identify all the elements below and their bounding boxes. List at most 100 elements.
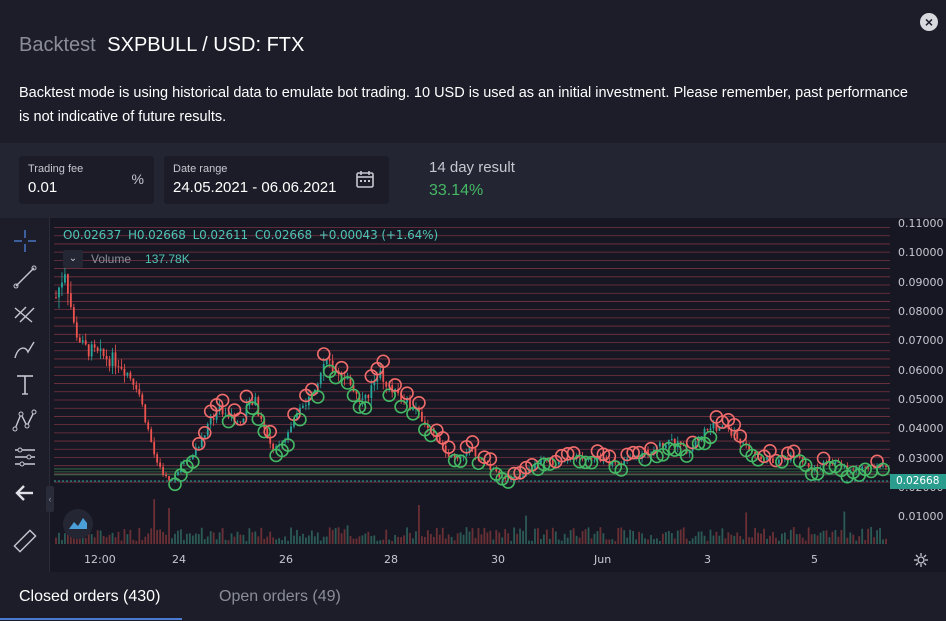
volume-bar — [635, 539, 638, 544]
sell-order-marker — [483, 452, 498, 466]
candle-body — [272, 443, 275, 450]
volume-bar — [102, 535, 105, 544]
volume-bar — [284, 536, 286, 544]
volume-bar — [685, 538, 688, 544]
tab-closed-orders[interactable]: Closed orders (430) — [19, 588, 161, 605]
sell-order-marker — [596, 447, 611, 462]
volume-bar — [209, 531, 212, 544]
volume-bar — [355, 538, 358, 544]
chart-area[interactable]: ‹ O0.02637 H0.02668 L0.02611 C0.02668 +0… — [0, 217, 946, 572]
volume-bar — [563, 533, 566, 544]
back-arrow-icon[interactable] — [12, 480, 38, 506]
candle-body — [287, 432, 289, 441]
candle-body — [284, 440, 286, 443]
sell-order-marker — [560, 447, 575, 461]
candle-body — [635, 455, 638, 458]
trading-fee-value[interactable]: 0.01 — [28, 179, 58, 196]
date-range-field[interactable]: Date range 24.05.2021 - 06.06.2021 — [164, 156, 389, 204]
volume-bar — [325, 536, 328, 544]
chart-settings-icon[interactable] — [913, 552, 929, 568]
volume-bar — [248, 528, 251, 544]
text-icon[interactable] — [12, 372, 38, 398]
percent-suffix: % — [131, 171, 144, 187]
tradingview-logo-icon[interactable] — [63, 509, 93, 539]
candle-body — [412, 408, 414, 410]
candle-body — [239, 421, 242, 423]
volume-bar — [501, 537, 504, 544]
volume-bar — [650, 535, 652, 544]
candle-body — [718, 426, 721, 431]
volume-bar — [293, 535, 295, 544]
volume-value: 137.78K — [145, 252, 190, 266]
volume-bar — [96, 530, 99, 544]
candle-body — [465, 452, 468, 456]
volume-bar — [679, 529, 682, 544]
volume-bar — [183, 539, 185, 544]
volume-bar — [724, 538, 727, 544]
title-pair: SXPBULL / USD: FTX — [107, 34, 305, 56]
volume-bar — [141, 539, 144, 544]
volume-bar — [218, 532, 221, 544]
candle-body — [409, 397, 411, 410]
trading-fee-label: Trading fee — [28, 163, 84, 175]
volume-bar — [551, 527, 554, 544]
trading-fee-field[interactable]: Trading fee 0.01 % — [19, 156, 154, 204]
candle-body — [673, 439, 676, 448]
toolbar-collapse-handle[interactable]: ‹ — [46, 486, 54, 512]
pattern-icon[interactable] — [12, 408, 38, 434]
volume-bar — [307, 535, 310, 544]
volume-bar — [150, 528, 153, 544]
candle-body — [84, 340, 87, 345]
candle-body — [165, 474, 167, 477]
volume-bar — [296, 529, 298, 544]
volume-toggle-button[interactable]: ⌄ — [63, 250, 83, 268]
prediction-icon[interactable] — [12, 444, 38, 470]
ruler-icon[interactable] — [12, 528, 38, 554]
ohlc-legend: O0.02637 H0.02668 L0.02611 C0.02668 +0.0… — [63, 228, 441, 242]
price-axis[interactable]: 0.010000.020000.030000.040000.050000.060… — [890, 217, 946, 572]
tab-open-orders[interactable]: Open orders (49) — [219, 588, 341, 605]
sell-order-marker — [626, 445, 640, 460]
volume-bar — [540, 538, 542, 544]
time-axis[interactable]: 12:00 24 26 28 30 Jun 3 5 — [54, 548, 890, 572]
volume-bar — [688, 540, 691, 544]
buy-order-marker — [352, 400, 367, 414]
volume-bar — [727, 532, 730, 544]
volume-bar — [397, 536, 400, 544]
close-button[interactable]: × — [920, 13, 938, 31]
candle-body — [715, 422, 718, 431]
candle-body — [66, 274, 69, 294]
volume-bar — [670, 533, 673, 544]
candle-body — [623, 460, 626, 466]
volume-bar — [251, 532, 254, 544]
candle-body — [126, 372, 129, 376]
volume-bar — [763, 528, 765, 544]
volume-bar — [400, 537, 402, 544]
sell-order-marker — [412, 396, 426, 410]
candle-body — [766, 456, 768, 460]
candle-body — [296, 413, 298, 419]
volume-bar — [385, 529, 388, 544]
sell-order-marker — [816, 451, 831, 466]
buy-order-marker — [876, 462, 890, 477]
volume-bar — [605, 539, 608, 544]
volume-bar — [438, 534, 441, 544]
brush-icon[interactable] — [12, 336, 38, 362]
price-chart[interactable] — [54, 218, 890, 544]
candle-body — [551, 458, 554, 465]
volume-bar — [837, 536, 840, 544]
trend-line-icon[interactable] — [12, 264, 38, 290]
volume-bar — [233, 536, 236, 544]
fib-icon[interactable] — [12, 300, 38, 326]
volume-bar — [129, 529, 132, 544]
volume-bar — [760, 533, 762, 544]
volume-bar — [310, 530, 313, 544]
volume-bar — [168, 508, 170, 544]
calendar-icon[interactable] — [355, 169, 375, 189]
candle-body — [587, 458, 590, 460]
volume-bar — [459, 532, 462, 544]
crosshair-icon[interactable] — [12, 228, 38, 254]
volume-bar — [739, 536, 742, 544]
date-range-value[interactable]: 24.05.2021 - 06.06.2021 — [173, 179, 337, 196]
volume-bar — [99, 530, 102, 544]
